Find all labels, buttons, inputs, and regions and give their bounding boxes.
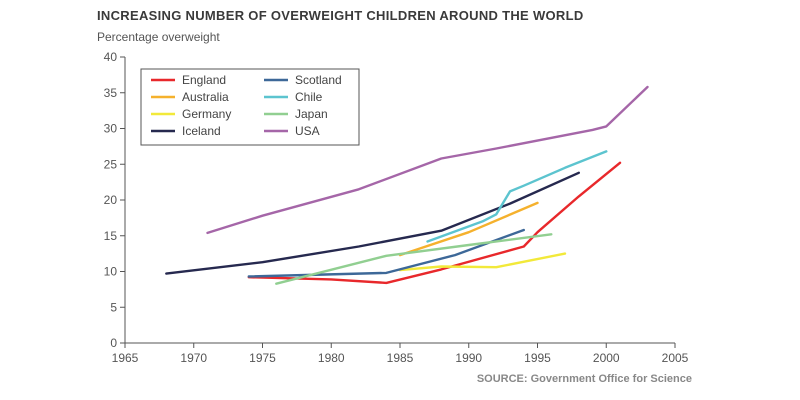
legend-box	[140, 68, 360, 146]
source-note: SOURCE: Government Office for Science	[476, 373, 692, 385]
legend-label-iceland: Iceland	[182, 124, 221, 138]
legend-label-usa: USA	[295, 124, 320, 138]
legend-label-england: England	[182, 73, 226, 87]
legend-label-chile: Chile	[295, 90, 323, 104]
series-line-iceland	[165, 171, 580, 275]
series-line-japan	[275, 233, 553, 285]
y-tick-label: 5	[110, 300, 117, 314]
y-tick-label: 40	[104, 50, 118, 64]
y-tick-label: 20	[104, 193, 118, 207]
legend-label-australia: Australia	[182, 90, 229, 104]
x-tick-label: 2000	[593, 351, 620, 365]
y-tick-label: 35	[104, 86, 118, 100]
series-line-chile	[426, 150, 608, 243]
x-tick-label: 1985	[387, 351, 414, 365]
series-lines	[165, 85, 649, 285]
axes: 0 5 10 15 20 25 30 35 40 1965 1970 1975 1980 1985 1990…	[104, 50, 689, 365]
x-tick-label: 2005	[662, 351, 689, 365]
series-line-germany	[398, 252, 567, 272]
y-axis-title: Percentage overweight	[97, 30, 220, 44]
legend-label-germany: Germany	[182, 107, 231, 121]
y-tick-label: 0	[110, 336, 117, 350]
x-tick-label: 1995	[524, 351, 551, 365]
legend-label-scotland: Scotland	[295, 73, 342, 87]
series-line-usa	[206, 85, 649, 235]
x-tick-label: 1970	[180, 351, 207, 365]
y-tick-label: 10	[104, 265, 118, 279]
chart-title: INCREASING NUMBER OF OVERWEIGHT CHILDREN…	[97, 8, 584, 23]
legend: England Australia Germany Iceland Scotland Ch…	[140, 68, 360, 146]
series-line-australia	[398, 201, 539, 257]
x-tick-label: 1980	[318, 351, 345, 365]
x-tick-label: 1965	[112, 351, 139, 365]
x-tick-label: 1990	[455, 351, 482, 365]
y-tick-label: 25	[104, 157, 118, 171]
y-tick-label: 15	[104, 229, 118, 243]
x-tick-label: 1975	[249, 351, 276, 365]
series-line-england	[247, 161, 622, 285]
series-line-scotland	[247, 228, 525, 278]
y-tick-label: 30	[104, 122, 118, 136]
legend-label-japan: Japan	[295, 107, 328, 121]
